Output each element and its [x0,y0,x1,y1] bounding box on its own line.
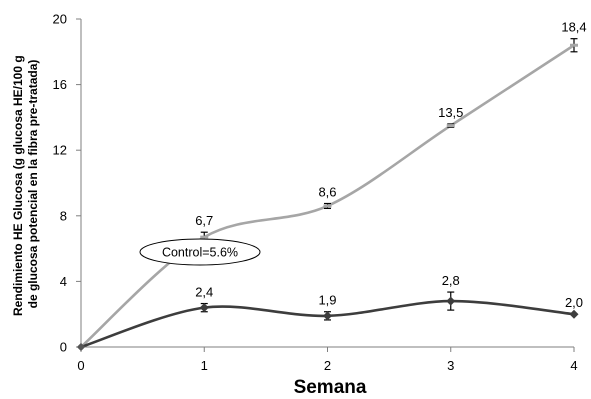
data-point-marker [570,43,578,47]
x-tick-label: 4 [570,358,577,373]
control-callout-ellipse [139,238,261,266]
x-tick-label: 2 [324,358,331,373]
data-point-marker [323,204,332,208]
data-label: 2,8 [442,273,460,288]
data-point-marker [446,124,455,128]
y-axis-title-line-1: Rendimiento HE Glucosa (g glucosa HE/100… [11,55,25,316]
data-label: 13,5 [438,105,463,120]
y-tick-label: 12 [53,143,67,158]
data-point-marker [200,235,209,239]
y-tick-label: 4 [60,274,67,289]
x-tick-label: 3 [447,358,454,373]
control-callout-text: Control=5.6% [162,246,238,260]
data-label: 6,7 [195,213,213,228]
x-tick-label: 0 [77,358,84,373]
data-point-marker [199,303,209,313]
y-axis-title-line-2: de glucosa potencial en la fibra pre-tra… [26,60,40,309]
series-2-line [80,299,575,349]
data-point-marker [569,309,579,319]
y-tick-label: 16 [53,77,67,92]
data-label: 1,9 [318,293,336,308]
origin-marker [77,343,85,351]
data-label: 8,6 [318,185,336,200]
y-tick-label: 0 [60,340,67,355]
y-tick-label: 8 [60,208,67,223]
data-label: 18,4 [561,20,586,35]
y-tick-label: 20 [53,12,67,27]
x-axis-title: Semana [294,377,367,398]
data-markers [77,38,579,351]
data-point-marker [446,296,456,306]
control-callout: Control=5.6% [139,238,261,266]
y-axis-title: Rendimiento HE Glucosa (g glucosa HE/100… [11,52,40,316]
data-point-marker [323,311,332,321]
x-tick-label: 1 [201,358,208,373]
data-labels: 6,7 8,6 13,5 18,4 2,4 1,9 2,8 2,0 [195,20,586,311]
data-label: 2,0 [565,295,583,310]
data-label: 2,4 [195,285,213,300]
